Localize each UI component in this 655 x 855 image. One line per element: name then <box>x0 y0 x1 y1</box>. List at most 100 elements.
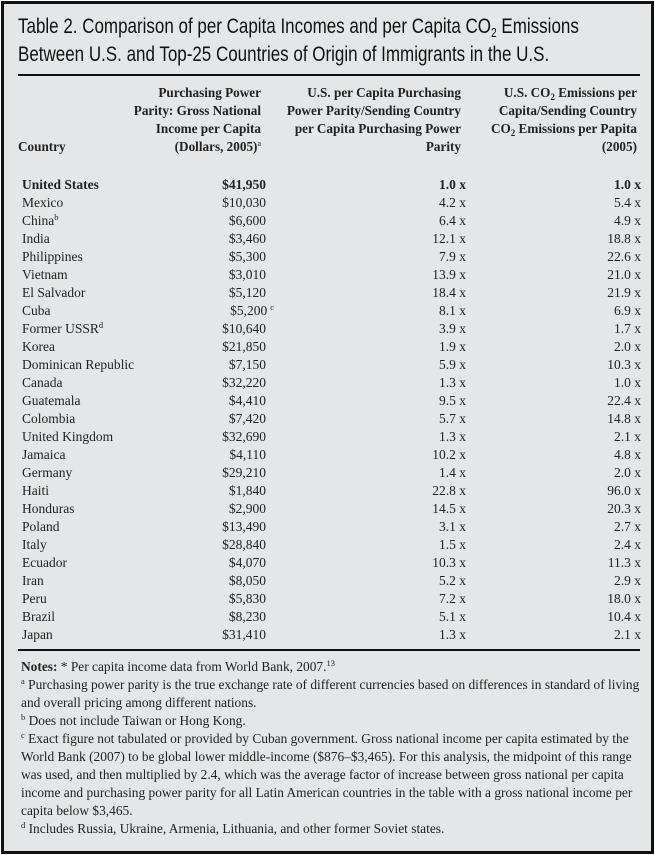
table-row: Canada $32,220 1.3 x 1.0 x <box>22 374 641 392</box>
data-table: United States $41,950 1.0 x 1.0 x Mexico $10,… <box>22 176 641 644</box>
co2-ratio-cell: 2.7 x <box>466 518 641 536</box>
co2-ratio-cell-value: 2.0 x <box>614 465 641 480</box>
header-ratio-line: U.S. per Capita Purchasing <box>307 85 461 100</box>
ppp-cell-value: $5,300 <box>228 249 266 264</box>
country-cell: Cuba <box>22 302 182 320</box>
country-cell-value: Dominican Republic <box>22 357 135 372</box>
table-row: Jamaica $4,110 10.2 x 4.8 x <box>22 446 641 464</box>
co2-ratio-cell: 1.0 x <box>466 176 641 194</box>
country-cell: Peru <box>22 590 182 608</box>
ppp-ratio-cell: 10.3 x <box>266 554 466 572</box>
title-line1: Table 2. Comparison of per Capita Income… <box>18 14 492 38</box>
ppp-ratio-cell-value: 5.2 x <box>439 573 466 588</box>
ppp-ratio-cell: 1.3 x <box>266 428 466 446</box>
co2-ratio-cell: 21.0 x <box>466 266 641 284</box>
table-row: United Kingdom $32,690 1.3 x 2.1 x <box>22 428 641 446</box>
ppp-cell-value: $32,220 <box>222 375 266 390</box>
co2-ratio-cell-value: 6.9 x <box>614 303 641 318</box>
ppp-ratio-cell: 10.2 x <box>266 446 466 464</box>
country-cell: Dominican Republic <box>22 356 182 374</box>
country-cell: Brazil <box>22 608 182 626</box>
ppp-ratio-cell-value: 1.0 x <box>439 177 466 192</box>
co2-ratio-cell: 96.0 x <box>466 482 641 500</box>
ppp-cell: $5,200 c <box>182 302 274 320</box>
ppp-ratio-cell-value: 10.3 x <box>432 555 466 570</box>
ppp-ratio-cell: 8.1 x <box>266 302 466 320</box>
title-subscript: 2 <box>491 25 497 40</box>
ppp-ratio-cell: 1.9 x <box>266 338 466 356</box>
country-cell: Korea <box>22 338 182 356</box>
ppp-cell: $32,220 <box>182 374 266 392</box>
table-row: Dominican Republic $7,150 5.9 x 10.3 x <box>22 356 641 374</box>
table-row: Guatemala $4,410 9.5 x 22.4 x <box>22 392 641 410</box>
header-ratio-line: Power Parity/Sending Country <box>286 103 461 118</box>
co2-ratio-cell: 5.4 x <box>466 194 641 212</box>
ppp-cell: $41,950 <box>182 176 266 194</box>
co2-ratio-cell: 2.0 x <box>466 338 641 356</box>
co2-ratio-cell: 1.7 x <box>466 320 641 338</box>
co2-ratio-cell-value: 5.4 x <box>614 195 641 210</box>
country-cell: Guatemala <box>22 392 182 410</box>
ppp-cell-value: $5,830 <box>228 591 266 606</box>
ppp-cell: $13,490 <box>182 518 266 536</box>
ppp-cell-value: $10,640 <box>222 321 266 336</box>
ppp-cell-value: $6,600 <box>228 213 266 228</box>
ppp-ratio-cell-value: 9.5 x <box>439 393 466 408</box>
ppp-cell: $7,420 <box>182 410 266 428</box>
ppp-cell-value: $32,690 <box>222 429 266 444</box>
co2-ratio-cell-value: 11.3 x <box>607 555 641 570</box>
ppp-cell: $5,830 <box>182 590 266 608</box>
reference-marker: 13 <box>326 658 335 668</box>
co2-ratio-cell-value: 2.7 x <box>614 519 641 534</box>
ppp-cell: $10,640 <box>182 320 266 338</box>
ppp-ratio-cell-value: 7.9 x <box>439 249 466 264</box>
ppp-cell: $29,210 <box>182 464 266 482</box>
ppp-cell-value: $8,230 <box>228 609 266 624</box>
country-cell: Haiti <box>22 482 182 500</box>
table-row: Former USSRd $10,640 3.9 x 1.7 x <box>22 320 641 338</box>
country-cell: Jamaica <box>22 446 182 464</box>
ppp-cell-value: $10,030 <box>222 195 266 210</box>
header-ppp: Purchasing Power Parity: Gross National … <box>134 84 261 156</box>
co2-ratio-cell-value: 2.1 x <box>614 627 641 642</box>
ppp-ratio-cell-value: 1.3 x <box>439 627 466 642</box>
co2-ratio-cell: 11.3 x <box>466 554 641 572</box>
ppp-cell: $4,410 <box>182 392 266 410</box>
header-ppp-line: Parity: Gross National <box>133 103 261 118</box>
footnote-text: Exact figure not tabulated or provided b… <box>21 731 633 818</box>
country-cell-value: Canada <box>22 375 63 390</box>
country-cell-value: Guatemala <box>22 393 81 408</box>
ppp-cell-value: $2,900 <box>228 501 266 516</box>
country-cell: Mexico <box>22 194 182 212</box>
co2-ratio-cell: 4.9 x <box>466 212 641 230</box>
co2-ratio-cell: 10.3 x <box>466 356 641 374</box>
ppp-ratio-cell: 7.9 x <box>266 248 466 266</box>
ppp-ratio-cell: 5.2 x <box>266 572 466 590</box>
ppp-ratio-cell-value: 13.9 x <box>432 267 466 282</box>
ppp-ratio-cell: 18.4 x <box>266 284 466 302</box>
footnote-marker: c <box>270 302 274 312</box>
notes: Notes: * Per capita income data from Wor… <box>21 658 646 838</box>
header-co2-text: U.S. CO <box>503 85 551 100</box>
header-ppp-line: Income per Capita <box>155 121 261 136</box>
ppp-cell: $2,900 <box>182 500 266 518</box>
country-cell-value: Jamaica <box>22 447 66 462</box>
table-row: Cuba $5,200 c 8.1 x 6.9 x <box>22 302 641 320</box>
ppp-cell: $8,050 <box>182 572 266 590</box>
co2-ratio-cell-value: 2.9 x <box>614 573 641 588</box>
co2-ratio-cell: 14.8 x <box>466 410 641 428</box>
ppp-ratio-cell-value: 6.4 x <box>439 213 466 228</box>
country-cell: Philippines <box>22 248 182 266</box>
ppp-cell: $3,010 <box>182 266 266 284</box>
header-ratio-line: per Capita Purchasing Power <box>294 121 461 136</box>
ppp-ratio-cell-value: 5.7 x <box>439 411 466 426</box>
header-co2-text: Emissions per <box>554 85 637 100</box>
table-row: Peru $5,830 7.2 x 18.0 x <box>22 590 641 608</box>
table-row: Poland $13,490 3.1 x 2.7 x <box>22 518 641 536</box>
footnote-text: Includes Russia, Ukraine, Armenia, Lithu… <box>25 821 445 836</box>
footnote-c: c Exact figure not tabulated or provided… <box>21 730 646 820</box>
ppp-ratio-cell: 1.5 x <box>266 536 466 554</box>
ppp-ratio-cell-value: 1.9 x <box>439 339 466 354</box>
ppp-ratio-cell: 7.2 x <box>266 590 466 608</box>
country-cell-value: Iran <box>22 573 44 588</box>
